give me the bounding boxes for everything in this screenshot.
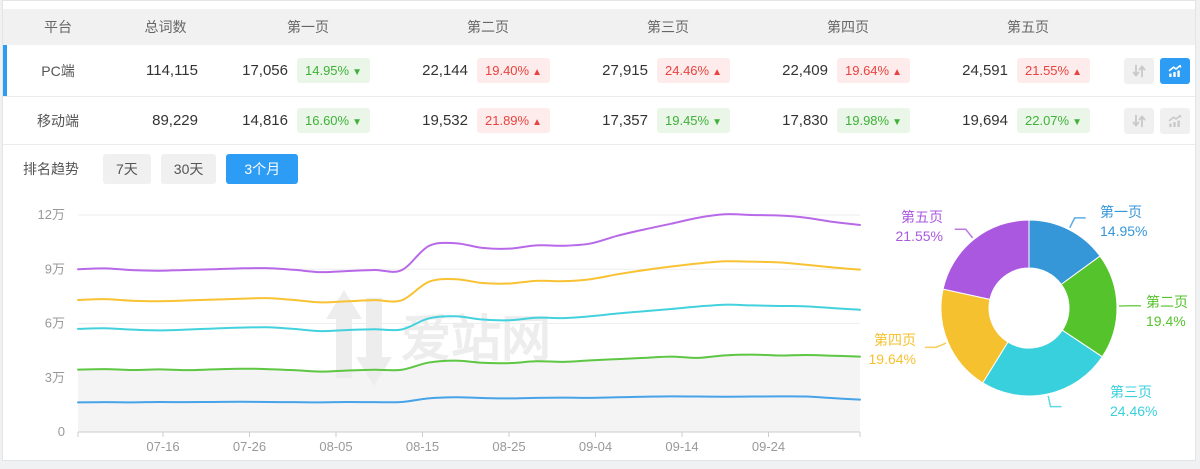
donut-leader-line [954, 228, 974, 239]
total-words-value: 89,229 [152, 112, 198, 129]
swap-arrows-icon [1132, 64, 1145, 77]
x-axis-label: 09-04 [579, 439, 612, 454]
y-axis-label: 9万 [45, 261, 65, 276]
trend-arrow-icon: ▼ [352, 67, 362, 78]
page-share-donut-area: 第一页 14.95% 第二页 19.4% 第三页 24.46% 第四页 19.64% 第… [863, 193, 1195, 469]
line-series-总词数 [77, 213, 861, 274]
line-series-前四页累计 [77, 260, 861, 304]
page2-change-badge: 21.89% ▲ [477, 108, 550, 133]
trend-arrow-icon: ▲ [532, 67, 542, 78]
trend-arrow-icon: ▲ [712, 67, 722, 78]
charts-section: 爱站网 12万 9万 6万 3万 0 07-16 07-26 08-05 08-15 08-25 09… [3, 193, 1195, 469]
table-header-row: 平台 总词数 第一页 第二页 第三页 第四页 第五页 [3, 9, 1195, 45]
trend-arrow-icon: ▲ [1072, 67, 1082, 78]
watermark: 爱站网 [326, 290, 551, 386]
page5-count: 19,694 [962, 112, 1008, 129]
donut-slice-第五页 [942, 219, 1030, 300]
col-header-page2: 第二页 [467, 19, 509, 35]
page1-count: 17,056 [242, 62, 288, 79]
x-axis-label: 08-15 [406, 439, 439, 454]
x-axis-label: 09-14 [665, 439, 698, 454]
y-axis-label: 0 [58, 424, 65, 439]
page5-change-badge: 22.07% ▼ [1017, 108, 1090, 133]
trend-arrow-icon: ▲ [532, 117, 542, 128]
page2-count: 19,532 [422, 112, 468, 129]
table-row-pc[interactable]: PC端 114,115 17,056 14.95% ▼ 22,144 19.40%… [3, 45, 1195, 97]
table-row-mobile[interactable]: 移动端 89,229 14,816 16.60% ▼ 19,532 21.89% ▲… [3, 97, 1195, 145]
sort-button[interactable] [1123, 57, 1154, 84]
donut-label-page2: 第二页 19.4% [1146, 294, 1188, 329]
trend-arrow-icon: ▼ [352, 117, 362, 128]
trend-arrow-icon: ▼ [712, 117, 722, 128]
line-series-前两页累计 [77, 353, 861, 373]
col-header-total: 总词数 [144, 19, 187, 35]
col-header-platform: 平台 [44, 19, 72, 35]
page3-change-badge: 24.46% ▲ [657, 58, 730, 83]
donut-leader-line [1047, 395, 1062, 408]
area-fill [78, 354, 860, 432]
page4-change-badge: 19.98% ▼ [837, 108, 910, 133]
y-axis-label: 6万 [45, 316, 65, 331]
line-series-第一页 [77, 395, 861, 404]
tab-30days[interactable]: 30天 [160, 154, 217, 184]
donut-slice-第三页 [982, 329, 1103, 397]
swap-arrows-icon [1132, 114, 1145, 127]
trend-toolbar: 排名趋势 7天 30天 3个月 [3, 145, 1195, 193]
page5-change-badge: 21.55% ▲ [1017, 58, 1090, 83]
donut-leader-line [924, 342, 947, 349]
tab-7days[interactable]: 7天 [103, 154, 151, 184]
page3-count: 17,357 [602, 112, 648, 129]
col-header-page3: 第三页 [647, 19, 689, 35]
keyword-rank-panel: 平台 总词数 第一页 第二页 第三页 第四页 第五页 PC端 114,115 1… [2, 0, 1196, 461]
donut-label-page4: 第四页 19.64% [868, 332, 916, 367]
y-axis-label: 12万 [38, 207, 65, 222]
donut-label-page3: 第三页 24.46% [1110, 384, 1158, 419]
col-header-page1: 第一页 [287, 19, 329, 35]
platform-label: 移动端 [37, 112, 79, 129]
page2-change-badge: 19.40% ▲ [477, 58, 550, 83]
page-share-donut-chart [924, 217, 1141, 408]
line-series-前三页累计 [77, 303, 861, 333]
donut-label-page5: 第五页 21.55% [895, 209, 943, 244]
rank-table: 平台 总词数 第一页 第二页 第三页 第四页 第五页 PC端 114,115 1… [3, 1, 1195, 145]
rank-trend-line-chart: 爱站网 12万 9万 6万 3万 0 07-16 07-26 08-05 08-15 08-25 09… [38, 207, 861, 454]
page1-change-badge: 16.60% ▼ [297, 108, 370, 133]
col-header-page4: 第四页 [827, 19, 869, 35]
page3-change-badge: 19.45% ▼ [657, 108, 730, 133]
page5-count: 24,591 [962, 62, 1008, 79]
x-axis-label: 07-16 [146, 439, 179, 454]
trend-chart-icon [1168, 114, 1181, 127]
show-trend-chart-button[interactable] [1159, 57, 1190, 84]
total-words-value: 114,115 [146, 62, 198, 79]
donut-leader-line [1069, 217, 1086, 229]
col-header-page5: 第五页 [1007, 19, 1049, 35]
trend-arrow-icon: ▼ [1072, 117, 1082, 128]
page1-count: 14,816 [242, 112, 288, 129]
trend-arrow-icon: ▲ [892, 67, 902, 78]
page1-change-badge: 14.95% ▼ [297, 58, 370, 83]
x-axis-label: 09-24 [752, 439, 785, 454]
x-axis-label: 08-25 [492, 439, 525, 454]
tab-3months[interactable]: 3个月 [226, 154, 299, 184]
svg-text:爱站网: 爱站网 [401, 311, 551, 367]
page4-count: 22,409 [782, 62, 828, 79]
page4-count: 17,830 [782, 112, 828, 129]
sort-button[interactable] [1123, 107, 1154, 134]
trend-chart-icon [1168, 64, 1181, 77]
page4-change-badge: 19.64% ▲ [837, 58, 910, 83]
y-axis-label: 3万 [45, 370, 65, 385]
page3-count: 27,915 [602, 62, 648, 79]
page2-count: 22,144 [422, 62, 468, 79]
show-trend-chart-button[interactable] [1159, 107, 1190, 134]
trend-arrow-icon: ▼ [892, 117, 902, 128]
donut-label-page1: 第一页 14.95% [1100, 204, 1148, 239]
platform-label: PC端 [41, 62, 75, 79]
x-axis-label: 07-26 [233, 439, 266, 454]
x-axis-label: 08-05 [319, 439, 352, 454]
trend-section-title: 排名趋势 [23, 161, 79, 177]
